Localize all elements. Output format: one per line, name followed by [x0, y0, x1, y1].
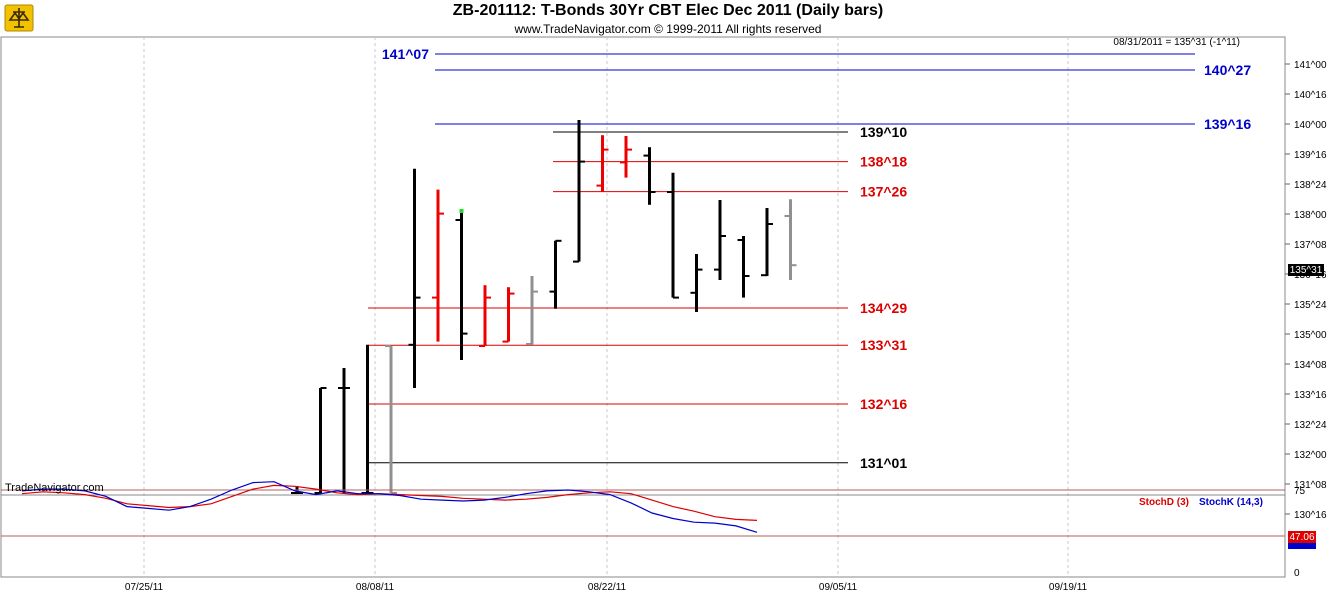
price-bar: [690, 254, 703, 312]
x-tick-label: 09/05/11: [819, 582, 858, 593]
support-resistance-levels: 141^07 140^27 139^16 139^10 138^18 137^26 134^…: [368, 46, 1251, 471]
stoch-last-value-label: 47.06: [1289, 532, 1314, 543]
price-bar: [479, 285, 491, 347]
x-tick-label: 08/22/11: [588, 582, 627, 593]
x-tick-label: 09/19/11: [1049, 582, 1088, 593]
level-label: 132^16: [860, 396, 907, 412]
chart-subtitle: www.TradeNavigator.com © 1999-2011 All r…: [514, 22, 822, 36]
y-tick-label: 135^00: [1294, 330, 1327, 341]
level-label: 139^10: [860, 124, 907, 140]
level-label: 137^26: [860, 184, 907, 200]
price-bar: [620, 136, 632, 178]
last-price-tag: 135^31: [1288, 264, 1324, 276]
y-tick-label: 135^24: [1294, 300, 1327, 311]
grid: [143, 37, 1069, 577]
price-bar: [667, 172, 679, 299]
chart-title: ZB-201112: T-Bonds 30Yr CBT Elec Dec 201…: [452, 2, 884, 19]
y-tick-label: 133^16: [1294, 390, 1327, 401]
y-tick-label: 132^00: [1294, 450, 1327, 461]
price-bar: [714, 200, 726, 280]
last-price-label: 135^31: [1290, 265, 1323, 276]
watermark: TradeNavigator.com: [5, 482, 104, 494]
date-axis: 07/25/11 08/08/11 08/22/11 09/05/11 09/19/11: [125, 582, 1088, 593]
stoch-last-value-tag: 47.06: [1288, 531, 1316, 549]
price-bar: [549, 239, 562, 309]
price-bar: [455, 212, 468, 360]
y-tick-label: 138^24: [1294, 180, 1327, 191]
price-bar: [784, 199, 797, 280]
stoch-legend-d: StochD (3): [1139, 497, 1189, 508]
price-axis: 141^00 140^16 140^00 139^16 138^24 138^00 137^…: [1284, 37, 1327, 577]
trade-navigator-logo-icon: [3, 2, 35, 34]
stoch-y-tick-label: 75: [1294, 486, 1306, 497]
y-tick-label: 137^08: [1294, 240, 1327, 251]
y-tick-label: 131^08: [1294, 480, 1327, 491]
price-bar: [573, 120, 585, 263]
price-bar: [408, 168, 421, 388]
bar-marker: [459, 209, 464, 213]
level-label: 138^18: [860, 154, 907, 170]
chart-header: ZB-201112: T-Bonds 30Yr CBT Elec Dec 201…: [0, 0, 1336, 37]
level-label: 131^01: [860, 455, 907, 471]
stoch-legend-k: StochK (14,3): [1199, 497, 1263, 508]
price-bar: [596, 135, 609, 192]
y-tick-label: 139^16: [1294, 150, 1327, 161]
price-bar: [761, 208, 773, 277]
price-bar: [643, 147, 656, 205]
level-label: 139^16: [1204, 116, 1251, 132]
y-tick-label: 141^00: [1294, 60, 1327, 71]
price-bar: [502, 287, 515, 343]
stochastic-panel: 75250: [1, 481, 1306, 579]
info-label: 08/31/2011 = 135^31 (-1^11): [1113, 37, 1240, 48]
y-tick-label: 134^08: [1294, 360, 1327, 371]
level-label: 133^31: [860, 337, 907, 353]
x-tick-label: 07/25/11: [125, 582, 164, 593]
level-label: 141^07: [382, 46, 429, 62]
price-bar: [338, 368, 350, 493]
plot-frame: [0, 36, 1286, 578]
price-bar: [385, 345, 397, 494]
price-bar: [526, 276, 538, 345]
price-bar: [432, 189, 444, 342]
level-label: 140^27: [1204, 62, 1251, 78]
price-bar: [361, 344, 374, 494]
stoch-y-tick-label: 0: [1294, 568, 1300, 579]
y-tick-label: 132^24: [1294, 420, 1327, 431]
y-tick-label: 140^16: [1294, 90, 1327, 101]
y-tick-label: 138^00: [1294, 210, 1327, 221]
y-tick-label: 130^16: [1294, 510, 1327, 521]
price-bars: [291, 120, 797, 494]
stoch-series-line: [21, 481, 758, 533]
y-tick-label: 140^00: [1294, 120, 1327, 131]
level-label: 134^29: [860, 300, 907, 316]
price-bar: [737, 236, 750, 298]
price-bar: [314, 387, 327, 494]
x-tick-label: 08/08/11: [356, 582, 395, 593]
